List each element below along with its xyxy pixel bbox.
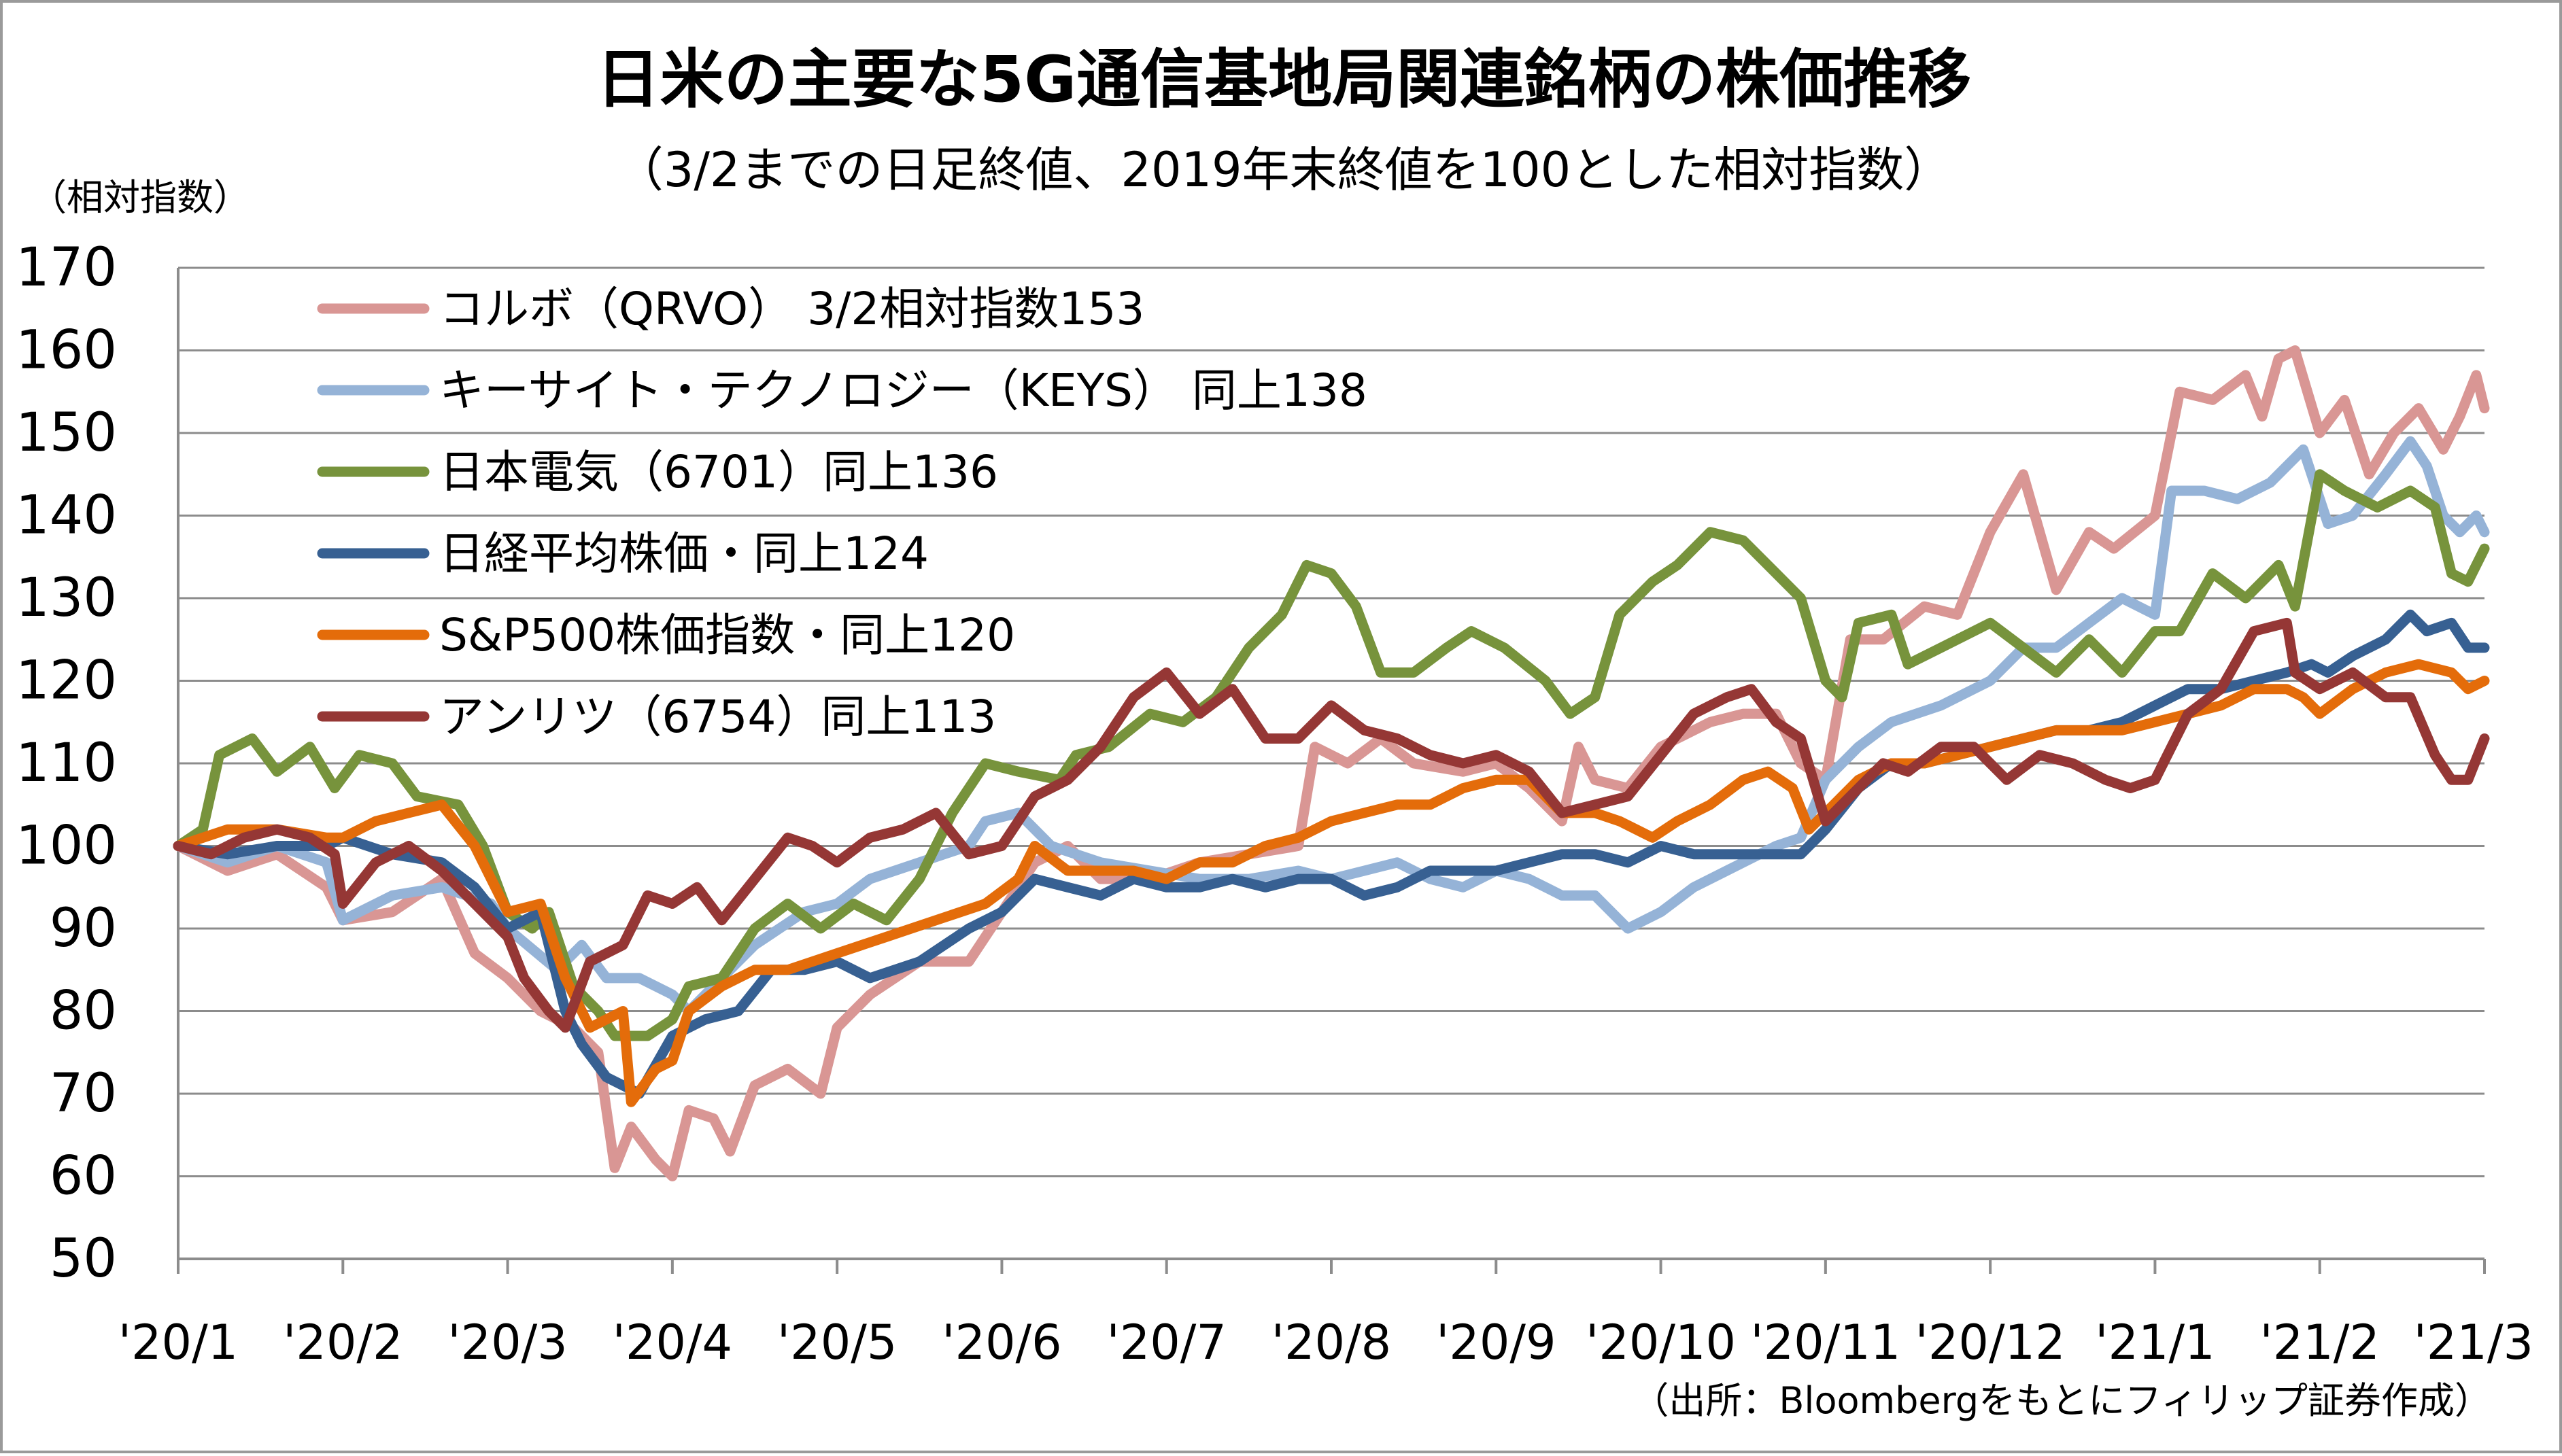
series-line-3: [173, 609, 2490, 1099]
y-tick-label: 120: [16, 651, 117, 712]
x-tick-label: '21/2: [2259, 1315, 2379, 1370]
y-tick-label: 110: [16, 733, 117, 794]
y-tick-label: 70: [50, 1063, 117, 1124]
series-line-1: [173, 436, 2490, 1016]
x-axis-ticks: '20/1 '20/2 '20/3 '20/4 '20/5 '20/6 '20/7 '20/8…: [118, 1259, 2533, 1370]
y-tick-label: 130: [16, 568, 117, 629]
plot-area: [173, 345, 2490, 1181]
x-tick-label: '20/9: [1436, 1315, 1556, 1370]
x-tick-label: '20/4: [613, 1315, 732, 1370]
x-tick-label: '21/3: [2414, 1315, 2533, 1370]
x-tick-label: '20/2: [283, 1315, 403, 1370]
x-tick-label: '20/5: [777, 1315, 897, 1370]
legend-label-1: キーサイト・テクノロジー（KEYS） 同上138: [439, 364, 1367, 417]
series-line-4: [173, 659, 2490, 1107]
y-axis-unit-label: （相対指数）: [30, 176, 250, 219]
legend-label-2: 日本電気（6701）同上136: [439, 446, 998, 498]
x-tick-label: '20/10: [1586, 1315, 1736, 1370]
y-tick-label: 50: [50, 1228, 117, 1289]
x-tick-label: '20/7: [1106, 1315, 1226, 1370]
x-tick-label: '20/1: [118, 1315, 238, 1370]
legend-label-4: S&P500株価指数・同上120: [439, 609, 1015, 661]
y-tick-label: 100: [16, 816, 117, 877]
x-tick-label: '20/11: [1750, 1315, 1900, 1370]
series-line-5: [173, 617, 2490, 1033]
gridlines: [178, 266, 2484, 1177]
legend-label-0: コルボ（QRVO） 3/2相対指数153: [439, 283, 1144, 335]
y-tick-label: 90: [50, 898, 117, 959]
line-chart: 日米の主要な5G通信基地局関連銘柄の株価推移 （3/2までの日足終値、2019年…: [16, 43, 2533, 1422]
y-tick-label: 60: [50, 1146, 117, 1207]
x-tick-label: '20/6: [942, 1315, 1061, 1370]
series-line-0: [173, 345, 2490, 1181]
source-note: （出所：Bloombergをもとにフィリップ証券作成）: [1632, 1379, 2491, 1422]
legend-label-3: 日経平均株価・同上124: [439, 527, 929, 580]
y-tick-label: 150: [16, 402, 117, 464]
y-tick-label: 80: [50, 981, 117, 1042]
chart-subtitle: （3/2までの日足終値、2019年末終値を100とした相対指数）: [616, 142, 1951, 198]
y-tick-label: 160: [16, 320, 117, 381]
x-tick-label: '20/8: [1271, 1315, 1391, 1370]
x-tick-label: '20/12: [1915, 1315, 2066, 1370]
x-tick-label: '21/1: [2095, 1315, 2215, 1370]
x-tick-label: '20/3: [447, 1315, 567, 1370]
legend: コルボ（QRVO） 3/2相対指数153 キーサイト・テクノロジー（KEYS） 同…: [317, 283, 1367, 743]
y-axis-ticks: 170 160 150 140 130 120 110 100 90 80 70 60 50: [16, 237, 117, 1289]
legend-label-5: アンリツ（6754）同上113: [439, 691, 996, 743]
y-tick-label: 170: [16, 237, 117, 298]
chart-title: 日米の主要な5G通信基地局関連銘柄の株価推移: [596, 43, 1972, 117]
y-tick-label: 140: [16, 485, 117, 547]
